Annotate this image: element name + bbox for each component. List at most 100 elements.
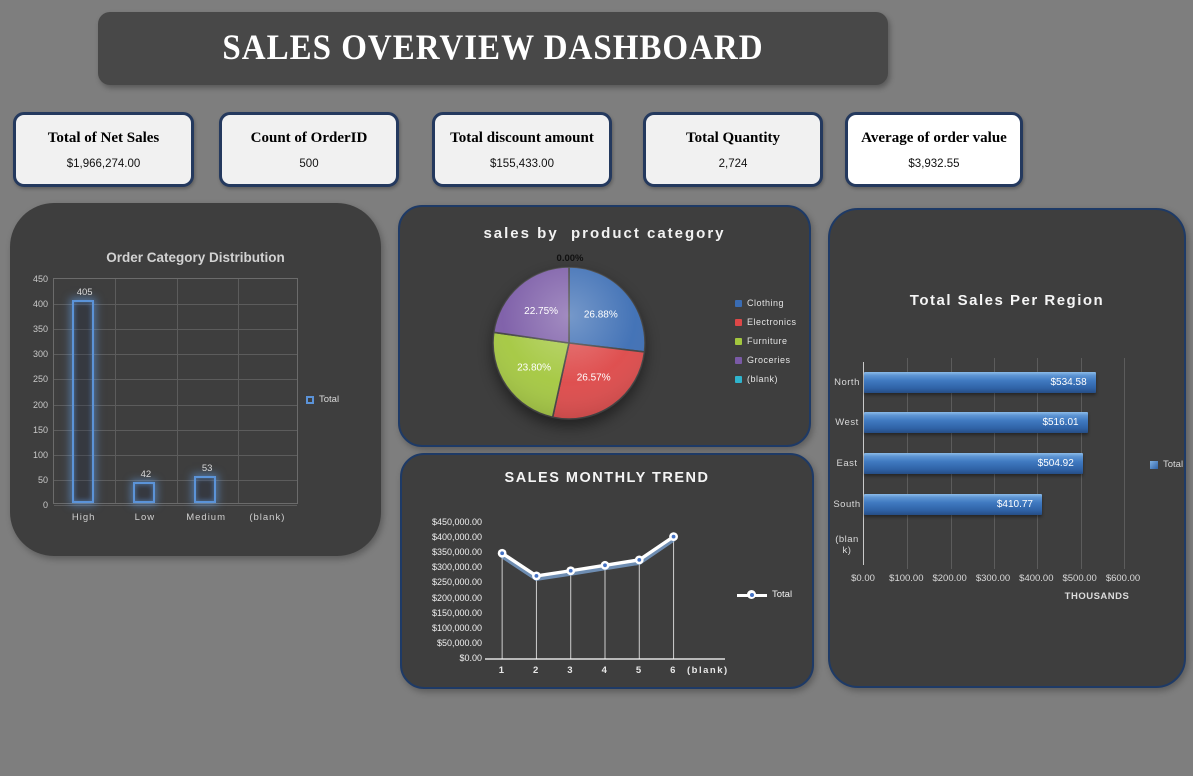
y-tick-label: $300,000.00 — [431, 562, 482, 573]
chart-title: Order Category Distribution — [106, 250, 285, 265]
x-category-label: 1 — [498, 665, 506, 676]
x-tick-label: $600.00 — [1105, 573, 1141, 584]
x-category-label: 5 — [635, 665, 643, 676]
y-tick-label: 150 — [32, 424, 48, 435]
y-axis-category-labels: North West East South (blank) — [833, 362, 861, 565]
kpi-value: 2,724 — [718, 157, 748, 170]
chart-title: SALES MONTHLY TREND — [504, 470, 710, 486]
x-category-label: (blank) — [249, 512, 286, 523]
gridline — [54, 505, 297, 506]
legend-label: (blank) — [747, 374, 779, 384]
legend-item-blank[interactable]: (blank) — [735, 374, 797, 384]
x-category-label: 3 — [567, 665, 575, 676]
bar-chart-plot-area[interactable]: 405 42 53 — [53, 278, 298, 506]
legend-label: Total — [1163, 459, 1184, 470]
line-chart-panel: SALES MONTHLY TREND $450,000.00 $400,000.… — [400, 453, 814, 689]
chart-legend[interactable]: Clothing Electronics Furniture Groceries (bl… — [735, 298, 797, 393]
gridline — [54, 404, 297, 406]
title-banner: SALES OVERVIEW DASHBOARD — [98, 12, 888, 85]
x-tick-label: $0.00 — [851, 573, 875, 584]
gridline — [54, 429, 297, 431]
data-point-marker-center — [637, 557, 642, 562]
bar-data-label: $516.01 — [1042, 417, 1079, 429]
kpi-title: Total Quantity — [685, 129, 781, 146]
bar-high[interactable] — [71, 299, 94, 503]
chart-title: sales by product category — [483, 225, 726, 242]
kpi-card-discount: Total discount amount $155,433.00 — [432, 112, 612, 187]
legend-item-clothing[interactable]: Clothing — [735, 298, 797, 308]
x-category-label: High — [71, 512, 96, 523]
gridline — [54, 329, 297, 331]
gridline — [54, 354, 297, 356]
x-tick-label: $400.00 — [1019, 573, 1054, 584]
x-category-label: 2 — [533, 665, 540, 676]
data-point-marker-center — [603, 563, 607, 568]
legend-item-furniture[interactable]: Furniture — [735, 336, 797, 346]
legend-item-electronics[interactable]: Electronics — [735, 317, 797, 327]
bar-data-label: $534.58 — [1050, 376, 1087, 388]
bar-east[interactable]: $504.92 — [864, 453, 1083, 474]
x-tick-label: $200.00 — [932, 573, 967, 584]
y-category-label: West — [835, 417, 859, 429]
y-tick-label: $100,000.00 — [431, 622, 482, 633]
gridline — [1124, 358, 1125, 569]
y-tick-label: $250,000.00 — [431, 577, 482, 588]
kpi-card-order-count: Count of OrderID 500 — [219, 112, 399, 187]
legend-item-groceries[interactable]: Groceries — [735, 355, 797, 365]
line-series-total[interactable] — [500, 534, 676, 578]
y-axis-tick-labels: 450 400 350 300 250 200 150 100 50 0 — [18, 274, 48, 510]
bar-medium[interactable] — [194, 476, 217, 503]
y-axis-tick-labels: $450,000.00 $400,000.00 $350,000.00 $300,00… — [420, 517, 482, 667]
y-tick-label: $350,000.00 — [431, 547, 482, 558]
data-point-marker-center — [534, 573, 539, 578]
pie-chart-panel: sales by product category 0.00% 26.88% 26… — [398, 205, 811, 447]
pie-data-label: 22.75% — [524, 306, 558, 317]
bar-south[interactable]: $410.77 — [864, 493, 1042, 515]
legend-marker-icon — [735, 356, 742, 364]
y-tick-label: $200,000.00 — [431, 592, 482, 603]
y-tick-label: $450,000.00 — [431, 517, 482, 527]
x-category-label: Low — [134, 512, 156, 523]
chart-legend[interactable]: Total — [1150, 459, 1183, 470]
bar-north[interactable]: $534.58 — [864, 371, 1096, 393]
kpi-value: $155,433.00 — [490, 157, 554, 170]
gridline — [54, 379, 297, 381]
dashboard-title: SALES OVERVIEW DASHBOARD — [222, 28, 764, 68]
bar-data-label: $410.77 — [996, 498, 1033, 510]
kpi-value: $1,966,274.00 — [66, 157, 141, 170]
chart-legend[interactable]: Total — [737, 589, 792, 600]
legend-label: Total — [772, 589, 793, 600]
legend-marker-icon — [735, 337, 742, 345]
y-tick-label: $400,000.00 — [431, 532, 482, 543]
kpi-title: Total discount amount — [450, 129, 594, 146]
pie-chart[interactable]: 26.88% 26.57% 23.80% 22.75% — [491, 265, 647, 421]
kpi-value: $3,932.55 — [908, 157, 960, 170]
region-chart-panel: Total Sales Per Region North West East Sout… — [828, 208, 1186, 688]
y-tick-label: $50,000.00 — [436, 637, 482, 648]
legend-label: Groceries — [747, 355, 791, 365]
kpi-title: Count of OrderID — [250, 129, 368, 146]
pie-data-label: 26.57% — [577, 373, 611, 384]
bar-data-label: $504.92 — [1037, 458, 1074, 469]
x-axis-tick-labels: $0.00 $100.00 $200.00 $300.00 $400.00 $500.00… — [851, 573, 1155, 585]
y-tick-label: 450 — [32, 274, 48, 284]
hbar-chart-plot-area[interactable]: $534.58 $516.01 $504.92 $410.77 — [863, 358, 1155, 569]
bar-data-label: 53 — [201, 463, 213, 475]
y-tick-label: 300 — [32, 349, 48, 360]
y-category-label: North — [834, 376, 860, 388]
kpi-card-quantity: Total Quantity 2,724 — [643, 112, 823, 187]
pie-data-label: 26.88% — [584, 310, 618, 321]
legend-marker-icon — [735, 318, 742, 326]
y-tick-label: 200 — [32, 399, 48, 410]
legend-marker-icon — [735, 375, 742, 383]
chart-legend[interactable]: Total — [306, 394, 339, 405]
bar-low[interactable] — [132, 481, 155, 503]
bar-west[interactable]: $516.01 — [864, 412, 1088, 434]
gridline — [115, 279, 117, 503]
legend-label: Furniture — [747, 336, 788, 346]
legend-label: Total — [319, 394, 340, 405]
y-category-label: (blank) — [835, 533, 859, 556]
kpi-card-avg-order-value: Average of order value $3,932.55 — [845, 112, 1023, 187]
line-chart-plot-area[interactable] — [485, 519, 725, 669]
